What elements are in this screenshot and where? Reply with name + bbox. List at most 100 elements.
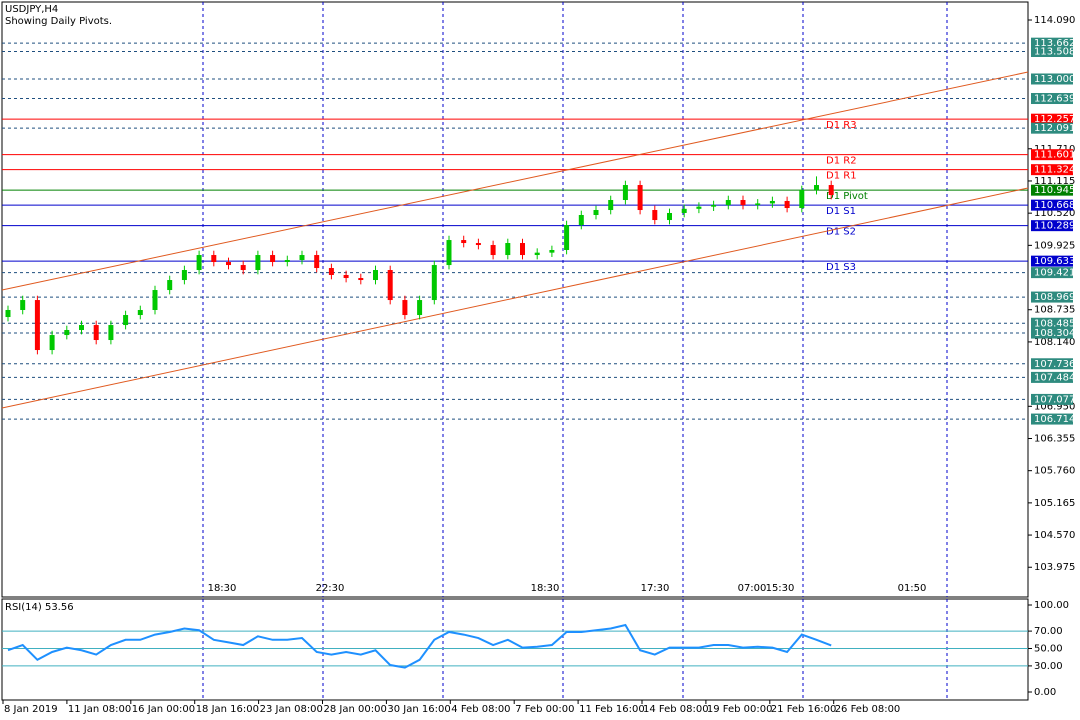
candle-body <box>667 212 672 221</box>
candle-body <box>475 243 481 246</box>
x-tick-label: 7 Feb 00:00 <box>515 704 574 715</box>
grid <box>2 2 1028 700</box>
candle-body <box>799 190 805 209</box>
candle-body <box>314 255 320 269</box>
candle-body <box>564 225 570 250</box>
candle-body <box>608 200 614 211</box>
x-tick-label: 11 Feb 16:00 <box>579 704 645 715</box>
candle-body <box>226 262 231 266</box>
candle-body <box>461 240 467 244</box>
level-label: 111.601 <box>1034 150 1075 161</box>
level-box <box>1031 358 1073 370</box>
candle-body <box>490 245 496 256</box>
y-tick-label: 108.735 <box>1034 305 1075 316</box>
candle-body <box>5 309 11 318</box>
x-tick-label: 21 Feb 16:00 <box>771 704 837 715</box>
candle-body <box>637 185 643 211</box>
level-label: 113.508 <box>1034 47 1075 58</box>
x-tick-label: 28 Jan 00:00 <box>324 704 387 715</box>
candle-body <box>137 309 143 316</box>
candle-body <box>358 278 364 281</box>
level-box <box>1031 393 1073 405</box>
y-tick-label: 105.165 <box>1034 498 1075 509</box>
candle-body <box>784 200 790 209</box>
candle-body <box>211 255 217 263</box>
candle-body <box>578 214 584 226</box>
y-tick-label: 108.140 <box>1034 337 1075 348</box>
level-label: 111.324 <box>1034 165 1075 176</box>
candle-body <box>740 200 746 206</box>
candle-body <box>64 330 70 336</box>
candle-body <box>123 315 129 326</box>
y-tick-label: 103.975 <box>1034 562 1075 573</box>
level-label: 112.091 <box>1034 123 1075 134</box>
candle-body <box>622 185 628 201</box>
candle-body <box>181 270 187 281</box>
candle-body <box>343 274 349 279</box>
candle-body <box>402 300 408 316</box>
level-label: 106.714 <box>1034 414 1075 425</box>
level-box <box>1031 113 1073 125</box>
subtitle: Showing Daily Pivots. <box>5 16 112 27</box>
rsi-tick-label: 50.00 <box>1034 643 1063 654</box>
rsi-label: RSI(14) 53.56 <box>5 602 74 613</box>
candle-body <box>652 210 658 221</box>
time-mark: 17:30 <box>641 583 670 594</box>
level-box <box>1031 73 1073 85</box>
time-mark: 01:50 <box>898 583 927 594</box>
candle-body <box>167 280 173 291</box>
x-tick-label: 11 Jan 08:00 <box>68 704 131 715</box>
pivot-name: D1 S3 <box>826 262 856 273</box>
candle-body <box>93 325 99 341</box>
candle-body <box>725 200 731 206</box>
rsi-tick-label: 0.00 <box>1034 687 1056 698</box>
candle-body <box>446 240 452 266</box>
candle-body <box>79 325 84 331</box>
y-tick-label: 104.570 <box>1034 530 1075 541</box>
pivot-name: D1 S2 <box>826 227 856 238</box>
candle-body <box>34 300 40 351</box>
candle-body <box>431 265 437 301</box>
y-tick-label: 109.925 <box>1034 240 1075 251</box>
symbol: USDJPY,H4 <box>5 4 58 15</box>
rsi-panel <box>1 598 1029 701</box>
x-tick-label: 30 Jan 16:00 <box>387 704 450 715</box>
level-box <box>1031 184 1073 196</box>
candle-body <box>270 255 276 263</box>
candle-body <box>49 335 55 351</box>
candle-body <box>417 300 423 316</box>
pivot-name: D1 R1 <box>826 171 857 182</box>
trendline <box>1 187 1029 409</box>
price-panel <box>1 1 1029 598</box>
level-label: 113.662 <box>1034 38 1075 49</box>
level-box <box>1031 199 1073 211</box>
level-label: 109.633 <box>1034 256 1075 267</box>
candle-body <box>696 206 702 209</box>
rsi-tick-label: 70.00 <box>1034 626 1063 637</box>
candle-body <box>505 243 511 256</box>
level-label: 107.484 <box>1034 372 1075 383</box>
candle-body <box>108 325 114 341</box>
x-tick-label: 14 Feb 08:00 <box>643 704 709 715</box>
level-label: 108.304 <box>1034 328 1075 339</box>
candle-body <box>549 249 555 253</box>
level-box <box>1031 291 1073 303</box>
level-label: 109.421 <box>1034 268 1075 279</box>
candle-body <box>152 290 158 310</box>
pivot-name: D1 S1 <box>826 206 856 217</box>
level-label: 108.485 <box>1034 318 1075 329</box>
level-box <box>1031 255 1073 267</box>
candle-body <box>769 200 775 204</box>
candle-body <box>711 205 717 207</box>
level-label: 110.945 <box>1034 185 1075 196</box>
plot: 114.090111.710111.115110.520109.925108.7… <box>1 15 1075 715</box>
time-mark: 15:30 <box>766 583 795 594</box>
level-label: 108.969 <box>1034 292 1075 303</box>
level-label: 112.639 <box>1034 94 1075 105</box>
level-box <box>1031 37 1073 49</box>
level-label: 113.000 <box>1034 74 1075 85</box>
level-box <box>1031 220 1073 232</box>
trendline <box>1 71 1029 291</box>
level-box <box>1031 267 1073 279</box>
candle-body <box>387 270 393 301</box>
